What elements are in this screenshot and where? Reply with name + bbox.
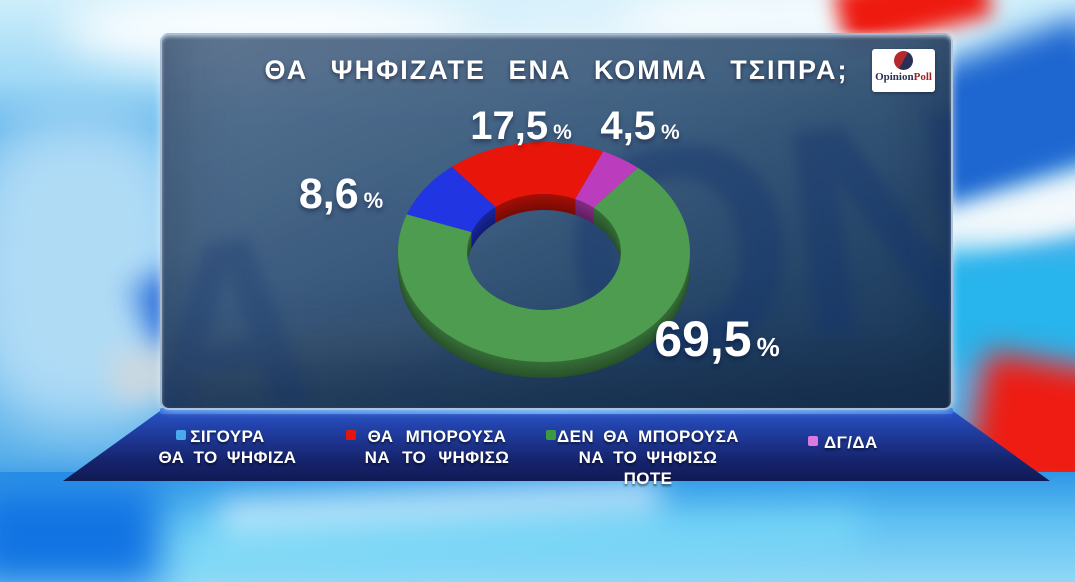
pct-label-green: 69,5% [654,311,780,367]
legend-item: ΣΙΓΟΥΡΑ ΘΑ ΤΟ ΨΗΦΙΖΑ [145,426,310,468]
pedestal-top-highlight [160,408,953,414]
legend-swatch-red [346,430,356,440]
chart-panel: ON A ΘΑ ΨΗΦΙΖΑΤΕ ΕΝΑ ΚΟΜΜΑ ΤΣΙΠΡΑ; Opini… [160,33,953,410]
legend-item: ΔΓ/ΔΑ [808,432,918,453]
legend-item: ΘΑ ΜΠΟΡΟΥΣΑ ΝΑ ΤΟ ΨΗΦΙΣΩ [346,426,522,468]
legend-label-line: ΘΑ ΤΟ ΨΗΦΙΖΑ [158,448,297,467]
pct-label-pink: 4,5% [600,104,680,148]
opinionpoll-logo: OpinionPoll [872,49,935,92]
blue-accent-shape [0,485,160,582]
legend-label-line: ΔΓ/ΔΑ [824,433,878,452]
pct-label-blue: 8,6% [298,170,384,218]
opinionpoll-logo-icon [894,51,913,70]
legend-label-line: ΝΑ ΤΟ ΨΗΦΙΣΩ ΠΟΤΕ [578,448,718,488]
chart-title: ΘΑ ΨΗΦΙΖΑΤΕ ΕΝΑ ΚΟΜΜΑ ΤΣΙΠΡΑ; [264,55,849,85]
legend-label-line: ΘΑ ΜΠΟΡΟΥΣΑ [367,427,507,446]
legend-swatch-green [546,430,556,440]
legend-label-line: ΔΕΝ ΘΑ ΜΠΟΡΟΥΣΑ [557,427,739,446]
legend-swatch-pink [808,436,818,446]
legend-label-line: ΝΑ ΤΟ ΨΗΦΙΣΩ [364,448,510,467]
legend-item: ΔΕΝ ΘΑ ΜΠΟΡΟΥΣΑ ΝΑ ΤΟ ΨΗΦΙΣΩ ΠΟΤΕ [546,426,743,489]
pct-label-red: 17,5% [470,104,572,148]
legend-swatch-blue [176,430,186,440]
legend-label-line: ΣΙΓΟΥΡΑ [190,427,265,446]
opinionpoll-logo-text: OpinionPoll [875,71,932,83]
